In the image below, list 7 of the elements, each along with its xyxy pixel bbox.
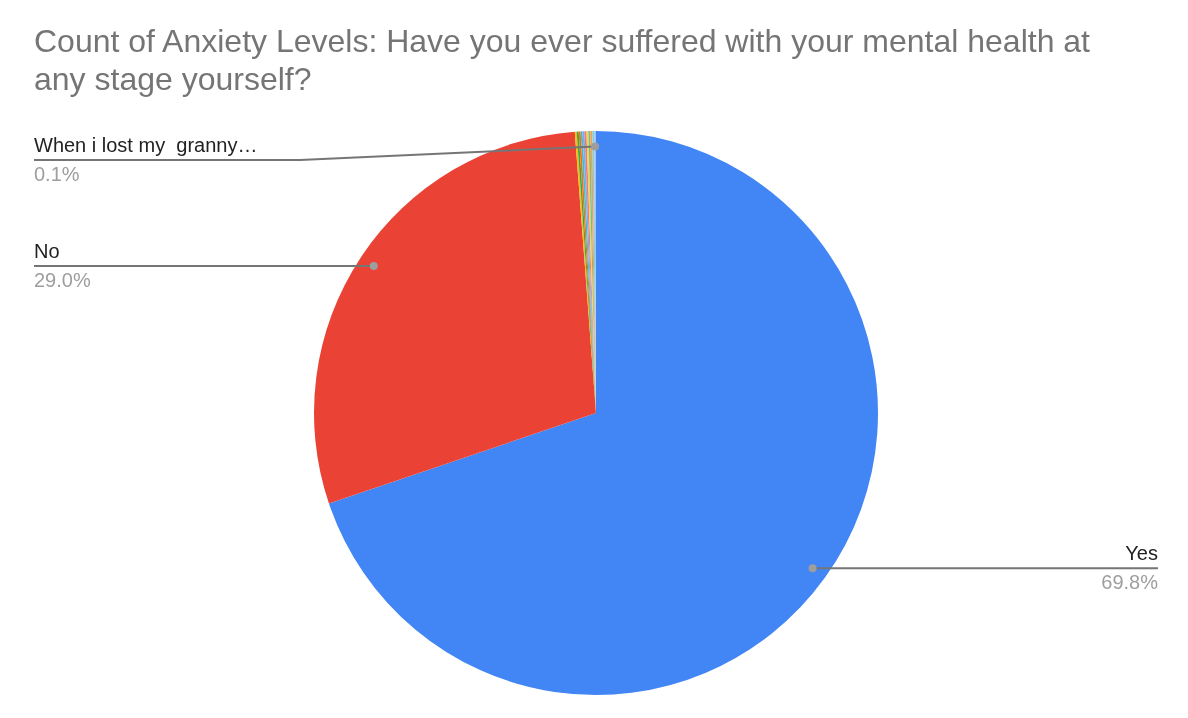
slice-label: No xyxy=(34,239,60,262)
data-label: 0.1% xyxy=(34,162,80,185)
slice-label: Yes xyxy=(1125,541,1158,564)
data-label: 69.8% xyxy=(1101,570,1159,593)
data-label: 29.0% xyxy=(34,268,91,291)
chart-title: Count of Anxiety Levels: Have you ever suffered with your mental health at any stage yourself? xyxy=(34,22,1091,98)
slice-label: When i lost my granny… xyxy=(34,133,258,156)
